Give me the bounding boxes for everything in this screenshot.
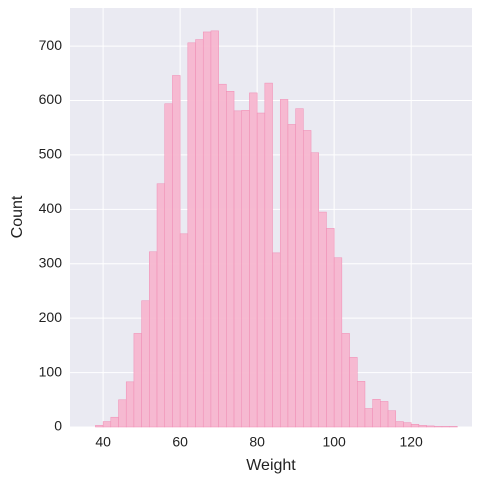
bar <box>387 410 397 428</box>
bar <box>364 408 373 428</box>
y-tick-label: 200 <box>39 309 63 325</box>
bar <box>326 228 335 428</box>
bar <box>241 110 250 428</box>
y-tick-label: 100 <box>39 363 63 379</box>
bar <box>434 426 443 428</box>
x-tick-label: 80 <box>249 434 265 450</box>
y-tick-label: 300 <box>39 254 63 270</box>
x-axis-label: Weight <box>246 457 296 474</box>
x-tick-label: 120 <box>399 434 423 450</box>
bar <box>418 425 427 428</box>
y-tick-label: 700 <box>39 37 63 53</box>
bar <box>279 99 289 428</box>
bar <box>318 211 327 428</box>
bar <box>295 108 304 428</box>
bar <box>410 424 420 428</box>
y-tick-label: 600 <box>39 91 63 107</box>
bar <box>133 333 142 428</box>
bar <box>449 426 458 428</box>
bar <box>349 357 358 428</box>
x-tick-label: 60 <box>172 434 188 450</box>
bar <box>102 421 112 428</box>
bar <box>125 381 135 428</box>
bar <box>333 257 343 428</box>
y-tick-label: 500 <box>39 146 63 162</box>
bar <box>426 425 435 428</box>
bar <box>249 92 258 428</box>
bar <box>256 112 266 428</box>
bar <box>341 333 350 428</box>
y-axis-label: Count <box>9 195 26 238</box>
bar <box>118 399 127 428</box>
y-tick-label: 400 <box>39 200 63 216</box>
bar <box>226 91 235 428</box>
bar <box>149 251 158 428</box>
bar <box>441 426 450 428</box>
bar <box>210 30 219 428</box>
bar <box>202 31 212 428</box>
bar <box>357 381 366 428</box>
x-tick-label: 100 <box>322 434 346 450</box>
bar <box>218 83 227 428</box>
bar <box>272 252 281 428</box>
bar <box>303 130 312 428</box>
bar <box>141 300 150 428</box>
bar <box>310 152 319 428</box>
y-tick-label: 0 <box>54 418 62 434</box>
bar <box>372 398 381 428</box>
bar <box>110 416 119 428</box>
bar <box>233 110 242 428</box>
bar <box>287 124 296 428</box>
bar <box>403 422 412 428</box>
bar <box>164 103 173 428</box>
bar <box>95 425 104 428</box>
bar <box>195 39 204 428</box>
bar <box>380 401 389 428</box>
bar <box>179 233 189 428</box>
bar <box>264 82 273 428</box>
bar <box>395 421 404 428</box>
bar <box>172 75 181 428</box>
bar <box>187 42 196 428</box>
bar <box>156 183 165 428</box>
x-tick-label: 40 <box>95 434 111 450</box>
